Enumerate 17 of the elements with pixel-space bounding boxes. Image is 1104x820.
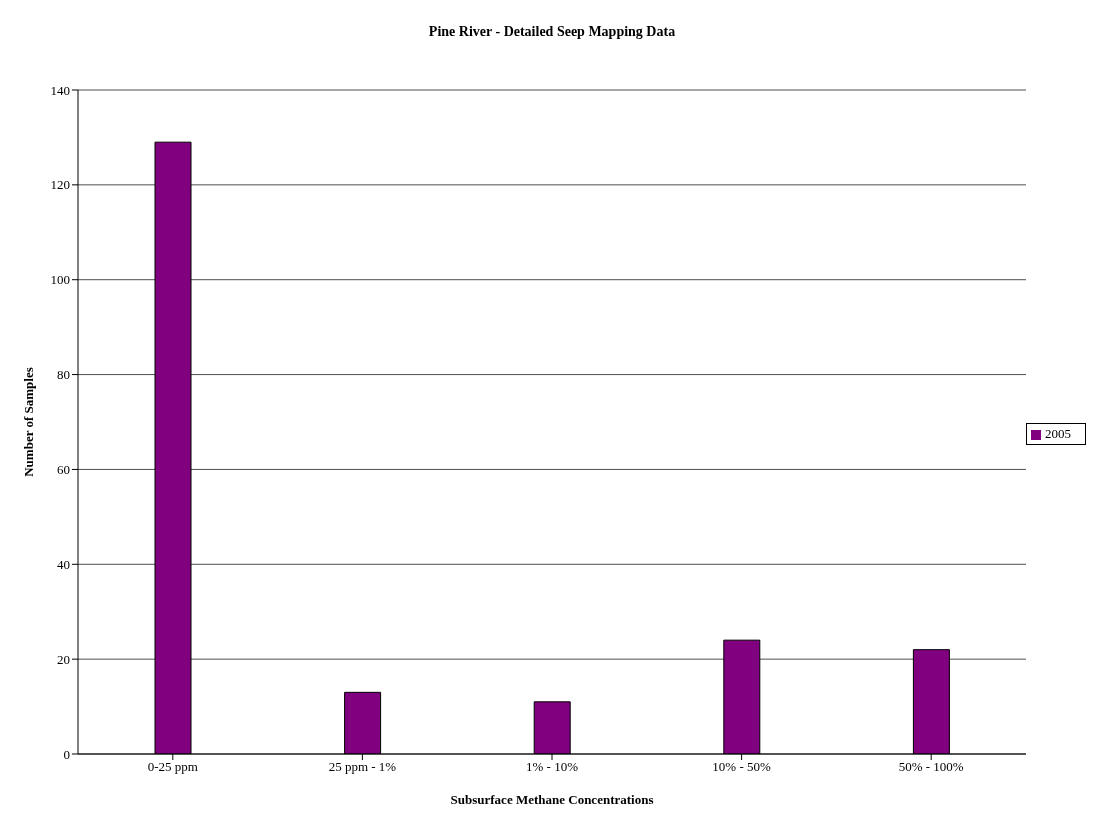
y-tick-label: 120 (50, 177, 70, 193)
y-tick-label: 60 (57, 462, 70, 478)
x-tick-label: 10% - 50% (712, 759, 772, 775)
x-tick-label: 1% - 10% (526, 759, 579, 775)
x-tick-label: 0-25 ppm (147, 759, 198, 775)
x-tick-label: 50% - 100% (898, 759, 964, 775)
y-tick-label: 0 (63, 746, 70, 762)
legend-label: 2005 (1045, 426, 1071, 441)
y-tick-label: 20 (57, 651, 70, 667)
x-tick-label: 25 ppm - 1% (328, 759, 397, 775)
y-tick-label: 80 (57, 367, 70, 383)
y-axis-title: Number of Samples (20, 367, 36, 477)
y-tick-label: 140 (50, 82, 70, 98)
chart-title: Pine River - Detailed Seep Mapping Data (427, 23, 677, 41)
x-axis-title: Subsurface Methane Concentrations (450, 792, 654, 807)
y-tick-label: 40 (57, 556, 70, 572)
y-tick-label: 100 (50, 272, 70, 288)
